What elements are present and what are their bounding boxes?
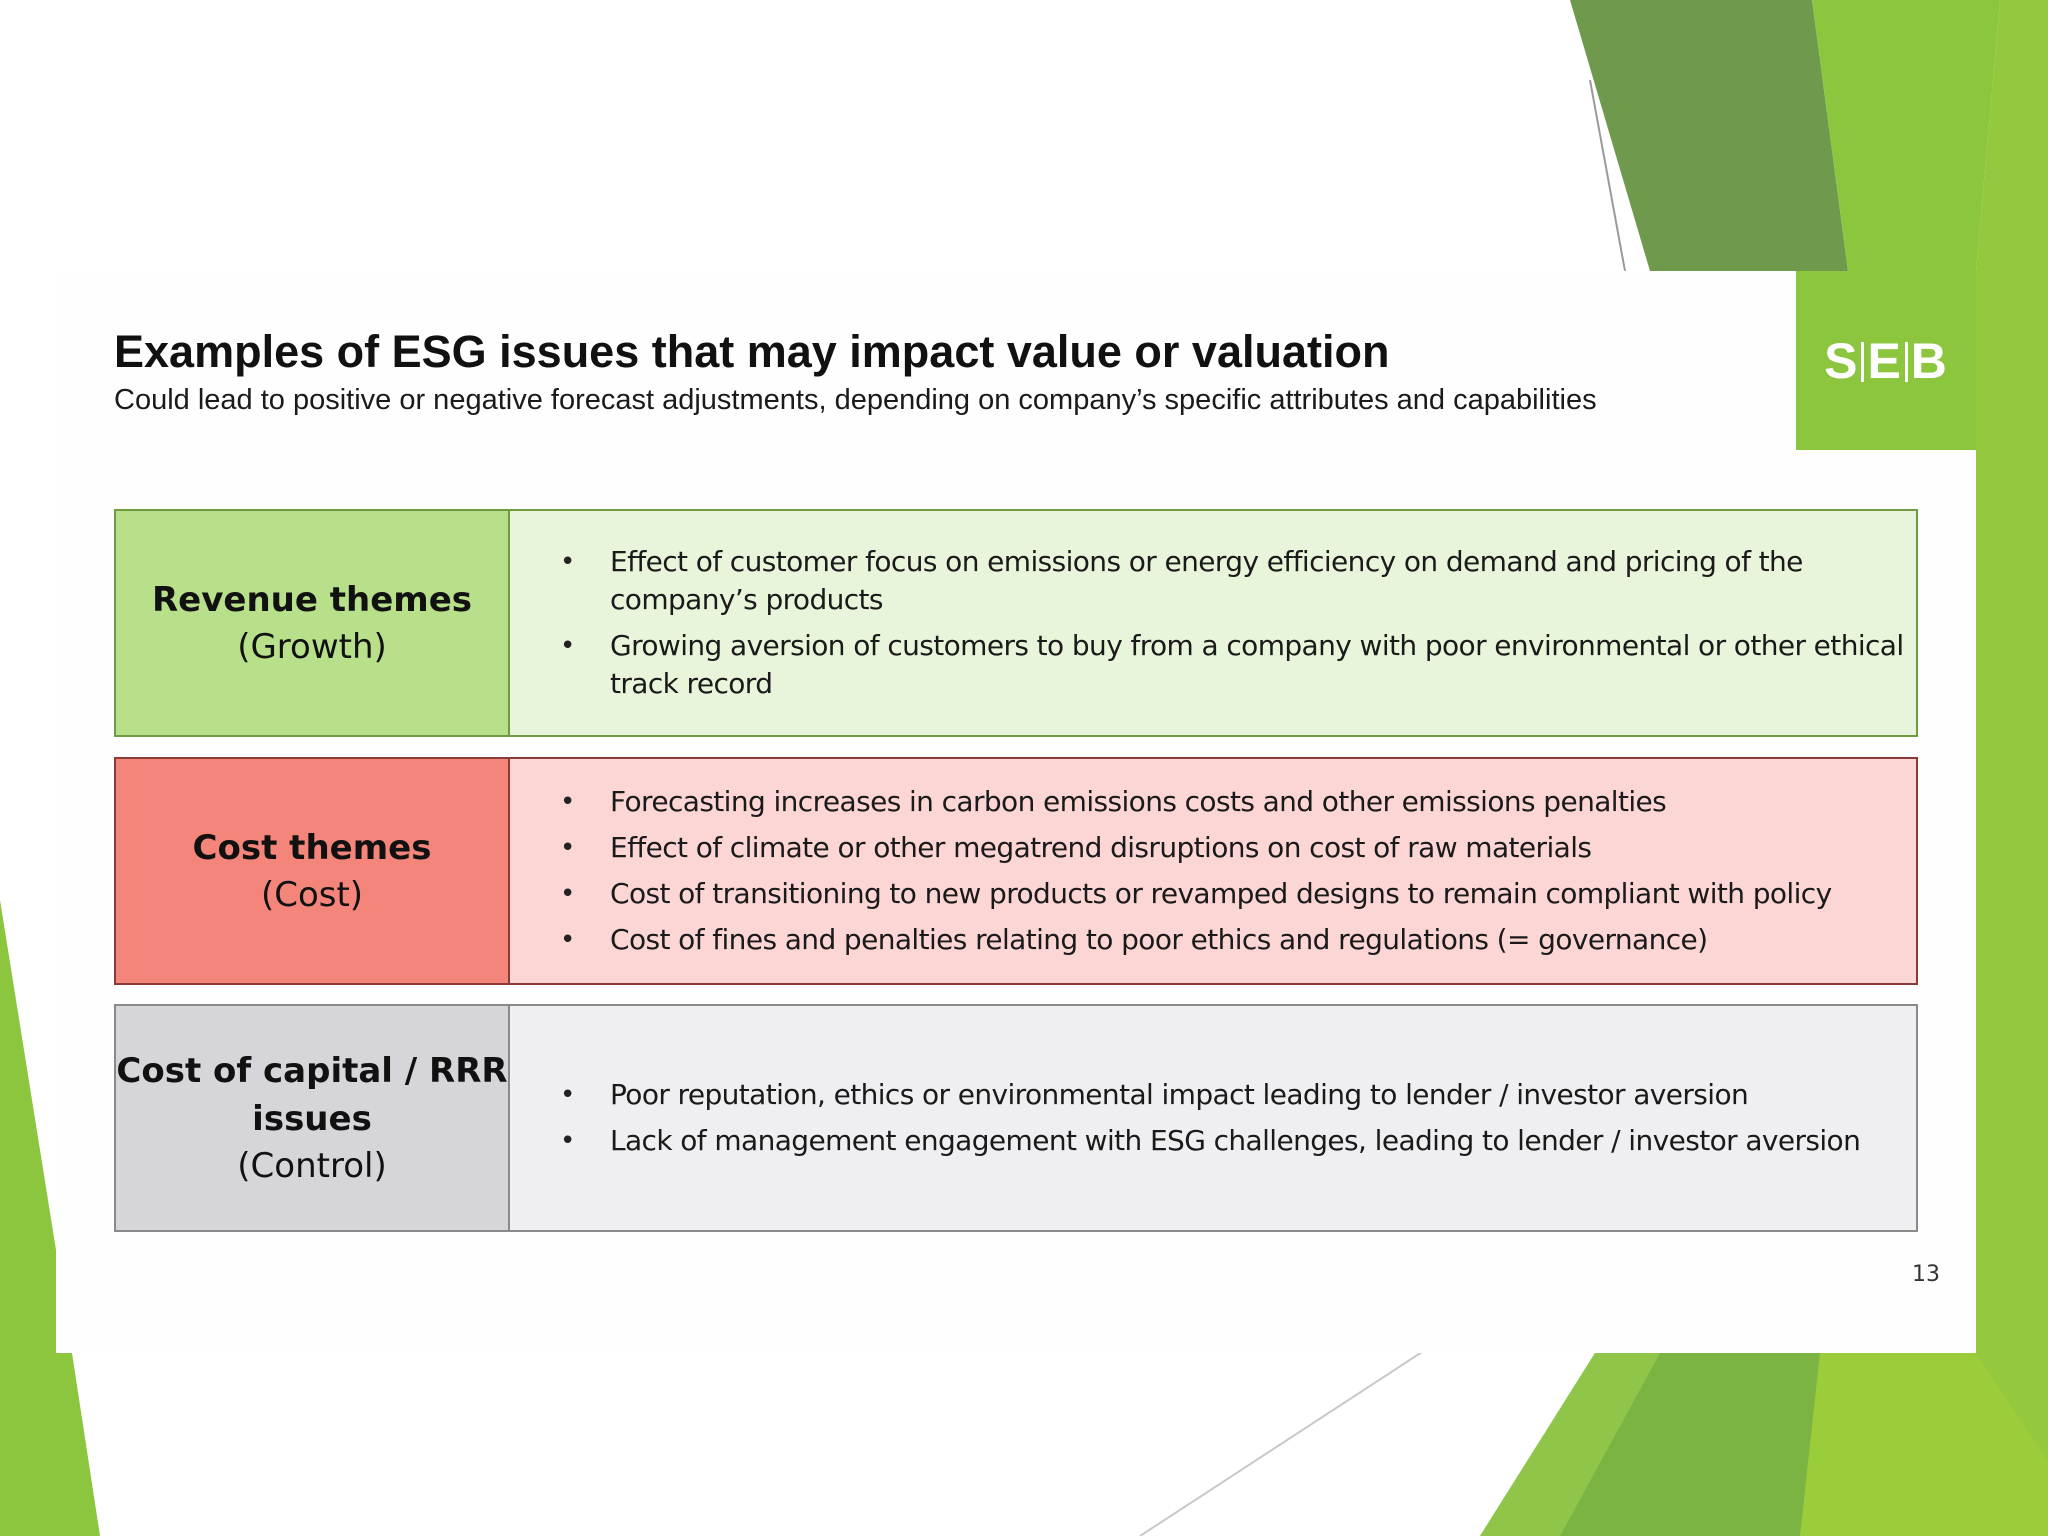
- slide-subtitle: Could lead to positive or negative forec…: [114, 384, 1597, 416]
- bullet-dot-icon: •: [560, 787, 575, 817]
- bullet-dot-icon: •: [560, 925, 575, 955]
- theme-row-cost: Cost themes (Cost) • Forecasting increase…: [114, 757, 1918, 985]
- logo-letter-b: B: [1910, 332, 1948, 389]
- theme-title: Revenue themes: [151, 580, 472, 620]
- page-number: 13: [1912, 1262, 1940, 1287]
- bullet-text: Growing aversion of customers to buy fro…: [610, 629, 1904, 700]
- bullet-list: • Effect of customer focus on emissions o…: [510, 543, 1910, 703]
- bullet-dot-icon: •: [560, 879, 575, 909]
- bullet-dot-icon: •: [560, 1080, 575, 1110]
- theme-content-cost: • Forecasting increases in carbon emissio…: [510, 759, 1916, 983]
- bullet-dot-icon: •: [560, 833, 575, 863]
- bullet-item: • Effect of climate or other megatrend di…: [510, 829, 1910, 867]
- bullet-dot-icon: •: [560, 1126, 575, 1156]
- bullet-text: Effect of customer focus on emissions or…: [610, 545, 1803, 616]
- logo-letter-e: E: [1867, 332, 1902, 389]
- bullet-item: • Poor reputation, ethics or environmenta…: [510, 1076, 1910, 1114]
- theme-title: Cost themes: [192, 828, 432, 868]
- bullet-item: • Cost of fines and penalties relating to…: [510, 921, 1910, 959]
- theme-subtitle: (Growth): [237, 627, 387, 667]
- bullet-text: Poor reputation, ethics or environmental…: [610, 1078, 1749, 1111]
- theme-content-capital: • Poor reputation, ethics or environmenta…: [510, 1006, 1916, 1230]
- theme-label-cost: Cost themes (Cost): [116, 759, 510, 983]
- bullet-list: • Poor reputation, ethics or environmenta…: [510, 1076, 1910, 1160]
- bullet-text: Effect of climate or other megatrend dis…: [610, 831, 1592, 864]
- bullet-text: Lack of management engagement with ESG c…: [610, 1124, 1861, 1157]
- bullet-item: • Forecasting increases in carbon emissio…: [510, 783, 1910, 821]
- slide-title: Examples of ESG issues that may impact v…: [114, 326, 1390, 377]
- theme-label-revenue: Revenue themes (Growth): [116, 511, 510, 735]
- theme-label-capital: Cost of capital / RRR issues (Control): [116, 1006, 510, 1230]
- theme-row-revenue: Revenue themes (Growth) • Effect of custo…: [114, 509, 1918, 737]
- theme-title: Cost of capital / RRR issues: [116, 1051, 508, 1139]
- logo-letter-s: S: [1824, 332, 1859, 389]
- bullet-text: Forecasting increases in carbon emission…: [610, 785, 1667, 818]
- bullet-text: Cost of transitioning to new products or…: [610, 877, 1832, 910]
- bullet-list: • Forecasting increases in carbon emissio…: [510, 783, 1910, 959]
- bullet-text: Cost of fines and penalties relating to …: [610, 923, 1708, 956]
- bullet-dot-icon: •: [560, 547, 575, 577]
- bullet-item: • Effect of customer focus on emissions o…: [510, 543, 1910, 619]
- theme-subtitle: (Cost): [260, 875, 364, 915]
- bullet-item: • Growing aversion of customers to buy fr…: [510, 627, 1910, 703]
- bullet-item: • Cost of transitioning to new products o…: [510, 875, 1910, 913]
- theme-subtitle: (Control): [237, 1146, 387, 1186]
- bullet-dot-icon: •: [560, 631, 575, 661]
- theme-content-revenue: • Effect of customer focus on emissions o…: [510, 511, 1916, 735]
- bullet-item: • Lack of management engagement with ESG …: [510, 1122, 1910, 1160]
- theme-row-capital: Cost of capital / RRR issues (Control) •…: [114, 1004, 1918, 1232]
